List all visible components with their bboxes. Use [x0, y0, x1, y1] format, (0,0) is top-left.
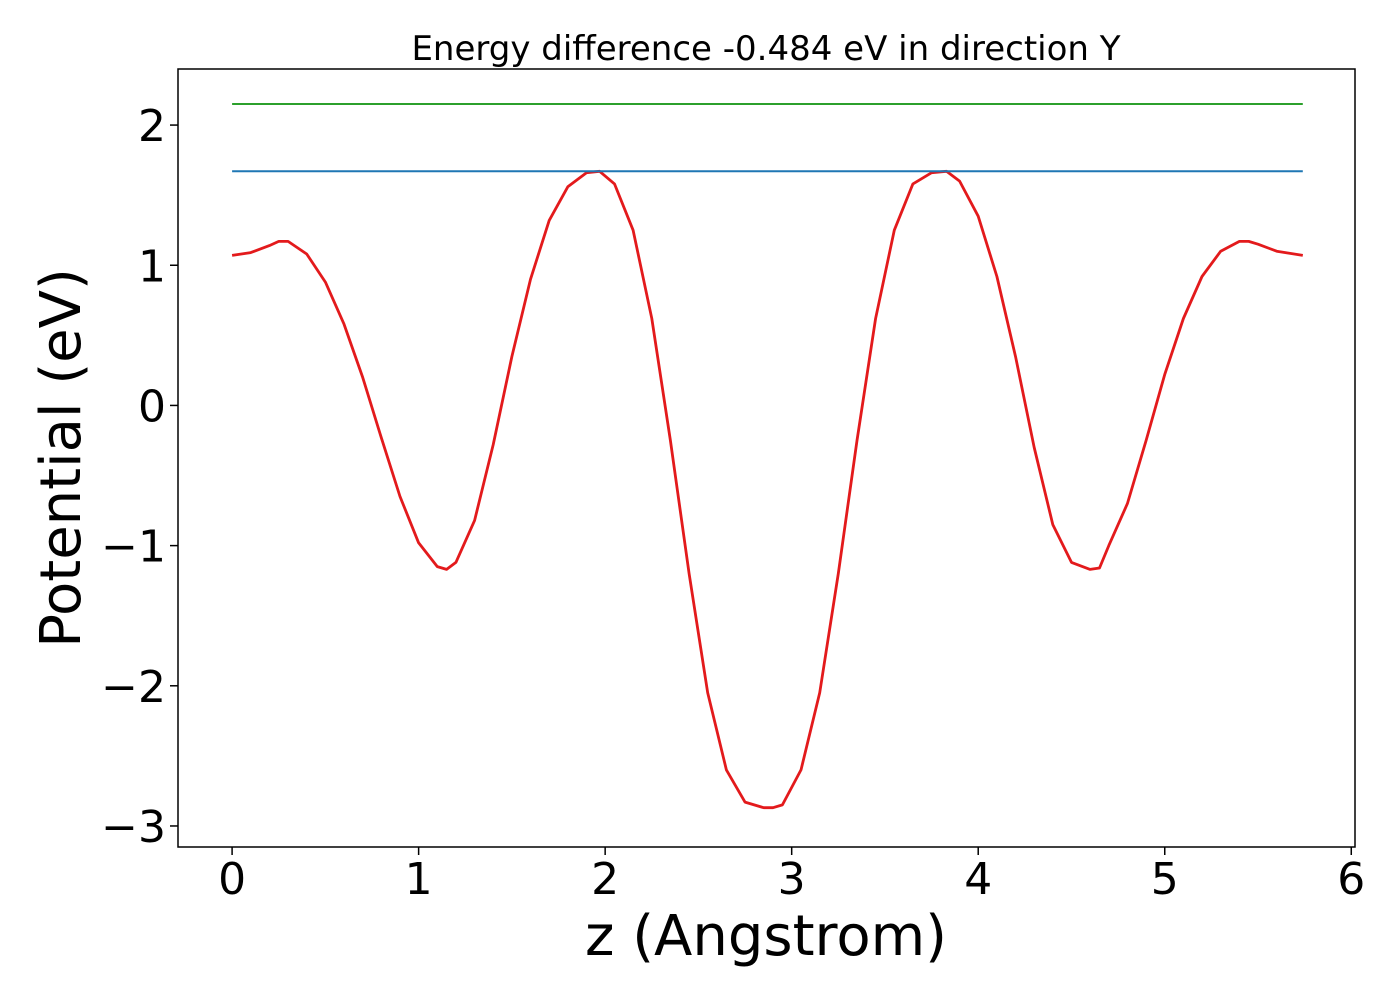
y-tick-label: 0 — [138, 381, 166, 432]
y-axis-ticks: 2 1 0 −1 −2 −3 — [101, 101, 178, 853]
x-tick-label: 0 — [218, 854, 246, 905]
series-line-potential — [231, 169, 1304, 810]
x-tick-label: 6 — [1337, 854, 1365, 905]
x-tick-label: 4 — [964, 854, 992, 905]
plot-frame — [177, 68, 1356, 848]
y-tick-label: 2 — [138, 101, 166, 152]
x-tick-label: 3 — [778, 854, 806, 905]
x-tick-label: 5 — [1151, 854, 1179, 905]
series-group — [231, 103, 1304, 810]
y-tick-label: −2 — [101, 662, 166, 713]
y-axis-label: Potential (eV) — [29, 268, 94, 648]
y-tick-label: −3 — [101, 802, 166, 853]
x-axis-label: z (Angstrom) — [585, 904, 947, 969]
x-tick-label: 2 — [591, 854, 619, 905]
y-tick-label: 1 — [138, 241, 166, 292]
y-tick-label: −1 — [101, 522, 166, 573]
chart-title: Energy difference -0.484 eV in direction… — [411, 29, 1120, 69]
x-tick-label: 1 — [405, 854, 433, 905]
x-axis-ticks: 0 1 2 3 4 5 6 — [218, 847, 1365, 905]
